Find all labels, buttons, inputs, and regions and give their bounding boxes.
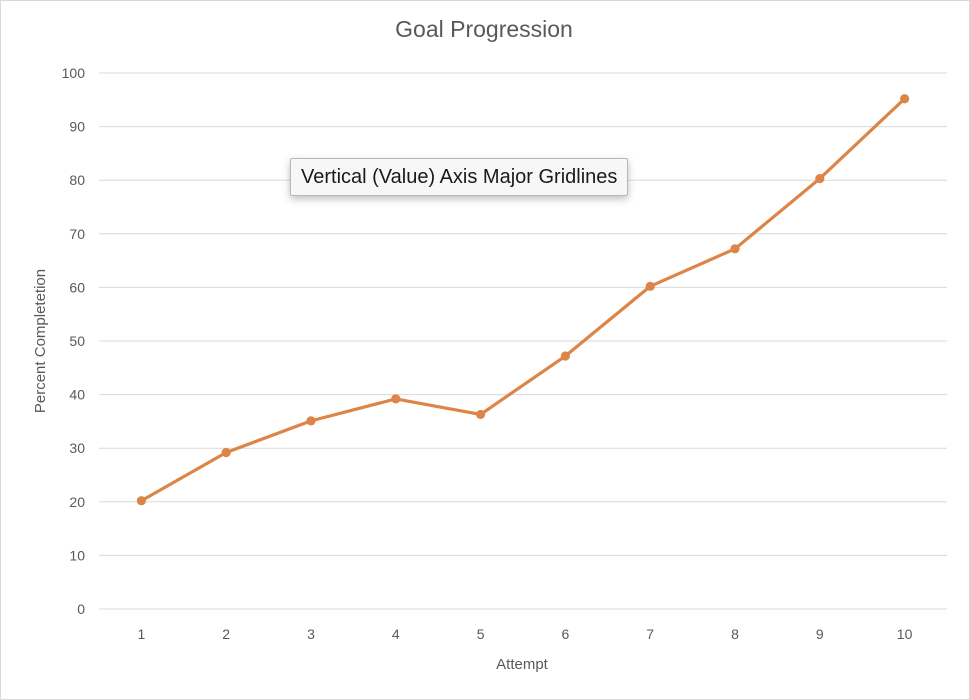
y-tick-label: 30 <box>69 440 85 456</box>
x-tick-label: 3 <box>307 626 315 642</box>
y-tick-label: 40 <box>69 387 85 403</box>
data-point-9[interactable] <box>815 173 825 184</box>
horizontal-category-axis[interactable]: 1 2 3 4 5 6 7 8 9 10 <box>138 626 913 642</box>
data-point-4[interactable] <box>391 394 401 404</box>
x-tick-label: 4 <box>392 626 400 642</box>
x-axis-title[interactable]: Attempt <box>496 656 549 673</box>
series-markers[interactable] <box>136 94 910 506</box>
data-point-7[interactable] <box>645 281 655 291</box>
data-point-8[interactable] <box>730 244 740 254</box>
x-tick-label: 8 <box>731 626 739 642</box>
y-tick-label: 50 <box>69 333 85 349</box>
data-point-10[interactable] <box>900 94 910 104</box>
x-tick-label: 2 <box>222 626 230 642</box>
vertical-value-axis-major-gridlines[interactable] <box>99 72 947 610</box>
tooltip-gridlines: Vertical (Value) Axis Major Gridlines <box>290 158 629 196</box>
x-tick-label: 1 <box>138 626 146 642</box>
x-tick-label: 6 <box>562 626 570 642</box>
x-tick-label: 10 <box>897 626 913 642</box>
y-tick-label: 20 <box>69 494 85 510</box>
chart-title[interactable]: Goal Progression <box>395 16 573 42</box>
y-axis-title[interactable]: Percent Completetion <box>32 269 49 413</box>
series-line-path[interactable] <box>139 97 907 503</box>
vertical-value-axis[interactable]: 0 10 20 30 40 50 60 70 80 90 100 <box>62 65 86 617</box>
data-point-5[interactable] <box>476 409 486 420</box>
data-point-3[interactable] <box>306 416 316 426</box>
x-tick-label: 5 <box>477 626 485 642</box>
x-tick-label: 7 <box>646 626 654 642</box>
y-tick-label: 70 <box>69 226 85 242</box>
y-tick-label: 80 <box>69 172 85 188</box>
data-point-2[interactable] <box>221 447 231 458</box>
y-tick-label: 10 <box>69 547 85 563</box>
data-point-6[interactable] <box>560 351 571 361</box>
y-tick-label: 0 <box>77 601 85 617</box>
data-point-1[interactable] <box>136 496 146 506</box>
y-tick-label: 60 <box>69 279 85 295</box>
y-tick-label: 100 <box>62 65 86 81</box>
x-tick-label: 9 <box>816 626 824 642</box>
series-line[interactable] <box>139 97 907 503</box>
y-tick-label: 90 <box>69 119 85 135</box>
